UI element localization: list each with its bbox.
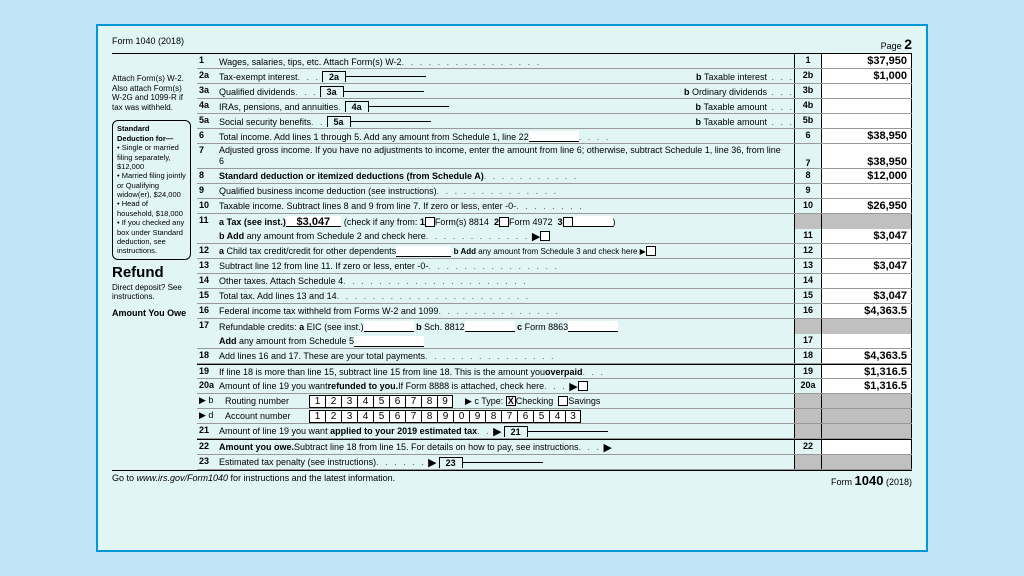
line-9-amount[interactable] (822, 184, 912, 198)
attach-note: Attach Form(s) W-2. Also attach Form(s) … (112, 74, 191, 112)
line-7-amount[interactable]: $38,950 (822, 144, 912, 168)
line-13-amount[interactable]: $3,047 (822, 259, 912, 273)
line-9: 9 Qualified business income deduction (s… (197, 184, 912, 199)
line-12: 12 a Child tax credit/credit for other d… (197, 244, 912, 259)
form-1040-page2: Form 1040 (2018) Page 2 Attach Form(s) W… (96, 24, 928, 552)
checkbox-checking[interactable]: X (506, 396, 516, 406)
line-20a-amount[interactable]: $1,316.5 (822, 379, 912, 393)
line-19: 19 If line 18 is more than line 15, subt… (197, 364, 912, 379)
checkbox-11b[interactable] (540, 231, 550, 241)
checkbox-8814[interactable] (425, 217, 435, 227)
line-6-amount[interactable]: $38,950 (822, 129, 912, 143)
refund-heading: Refund (112, 264, 191, 281)
checkbox-3[interactable] (563, 217, 573, 227)
page-indicator: Page 2 (881, 36, 912, 52)
line-11b: b Add any amount from Schedule 2 and che… (197, 229, 912, 244)
form-header: Form 1040 (2018) Page 2 (112, 36, 912, 54)
line-4b-amount[interactable] (822, 99, 912, 113)
line-10: 10 Taxable income. Subtract lines 8 and … (197, 199, 912, 214)
line-23: 23 Estimated tax penalty (see instructio… (197, 455, 912, 470)
amount-you-owe-heading: Amount You Owe (112, 308, 191, 318)
line-23-field[interactable] (463, 462, 543, 463)
line-18: 18 Add lines 16 and 17. These are your t… (197, 349, 912, 364)
line-2a: 2a Tax-exempt interest . . . 2a b Taxabl… (197, 69, 912, 84)
line-3a: 3a Qualified dividends . . . 3a b Ordina… (197, 84, 912, 99)
line-21-field[interactable] (528, 431, 608, 432)
line-13: 13 Subtract line 12 from line 11. If zer… (197, 259, 912, 274)
form-lines: 1 Wages, salaries, tips, etc. Attach For… (197, 54, 912, 470)
line-21: 21 Amount of line 19 you want applied to… (197, 424, 912, 439)
checkbox-4972[interactable] (499, 217, 509, 227)
line-17a: 17 Refundable credits: a EIC (see inst.)… (197, 319, 912, 334)
line-4a-field[interactable] (369, 106, 449, 107)
line-18-amount[interactable]: $4,363.5 (822, 349, 912, 363)
footer-left: Go to www.irs.gov/Form1040 for instructi… (112, 473, 395, 488)
line-15-amount[interactable]: $3,047 (822, 289, 912, 303)
line-20b: ▶ b Routing number 123456789 ▶ c Type: X… (197, 394, 912, 409)
line-12-amount[interactable] (822, 244, 912, 258)
footer-right: Form 1040 (2018) (831, 473, 912, 488)
checkbox-12b[interactable] (646, 246, 656, 256)
line-5a: 5a Social security benefits . . 5a b Tax… (197, 114, 912, 129)
form-footer: Go to www.irs.gov/Form1040 for instructi… (112, 470, 912, 488)
line-5a-field[interactable] (351, 121, 431, 122)
line-3b-amount[interactable] (822, 84, 912, 98)
routing-number[interactable]: 123456789 (309, 395, 453, 408)
line-15: 15 Total tax. Add lines 13 and 14 . . . … (197, 289, 912, 304)
line-5b-amount[interactable] (822, 114, 912, 128)
line-22-amount[interactable] (822, 440, 912, 454)
line-22: 22 Amount you owe. Subtract line 18 from… (197, 439, 912, 455)
line-4a: 4a IRAs, pensions, and annuities . 4a b … (197, 99, 912, 114)
line-17-add: Add any amount from Schedule 5 17 (197, 334, 912, 349)
checkbox-8888[interactable] (578, 381, 588, 391)
line-11a: 11 a Tax (see inst.) $3,047 (check if an… (197, 214, 912, 229)
line-1: 1 Wages, salaries, tips, etc. Attach For… (197, 54, 912, 69)
line-19-amount[interactable]: $1,316.5 (822, 365, 912, 378)
line-16-amount[interactable]: $4,363.5 (822, 304, 912, 318)
form-title: Form 1040 (2018) (112, 36, 184, 52)
direct-deposit-note: Direct deposit? See instructions. (112, 283, 191, 302)
account-number[interactable]: 12345678909876543 (309, 410, 581, 423)
left-margin: Attach Form(s) W-2. Also attach Form(s) … (112, 54, 197, 470)
line-14-amount[interactable] (822, 274, 912, 288)
line-20d: ▶ d Account number 12345678909876543 (197, 409, 912, 424)
line-16: 16 Federal income tax withheld from Form… (197, 304, 912, 319)
line-17-amount[interactable] (822, 334, 912, 348)
line-1-amount[interactable]: $37,950 (822, 54, 912, 68)
line-20a: 20a Amount of line 19 you want refunded … (197, 379, 912, 394)
line-10-amount[interactable]: $26,950 (822, 199, 912, 213)
standard-deduction-box: Standard Deduction for— Single or marrie… (112, 120, 191, 259)
checkbox-savings[interactable] (558, 396, 568, 406)
line-2b-amount[interactable]: $1,000 (822, 69, 912, 83)
line-14: 14 Other taxes. Attach Schedule 4 . . . … (197, 274, 912, 289)
line-8: 8 Standard deduction or itemized deducti… (197, 169, 912, 184)
line-11-amount[interactable]: $3,047 (822, 229, 912, 243)
line-11a-tax[interactable]: $3,047 (286, 216, 341, 227)
line-2a-field[interactable] (346, 76, 426, 77)
line-6: 6 Total income. Add lines 1 through 5. A… (197, 129, 912, 144)
line-7: 7 Adjusted gross income. If you have no … (197, 144, 912, 169)
line-3a-field[interactable] (344, 91, 424, 92)
line-8-amount[interactable]: $12,000 (822, 169, 912, 183)
